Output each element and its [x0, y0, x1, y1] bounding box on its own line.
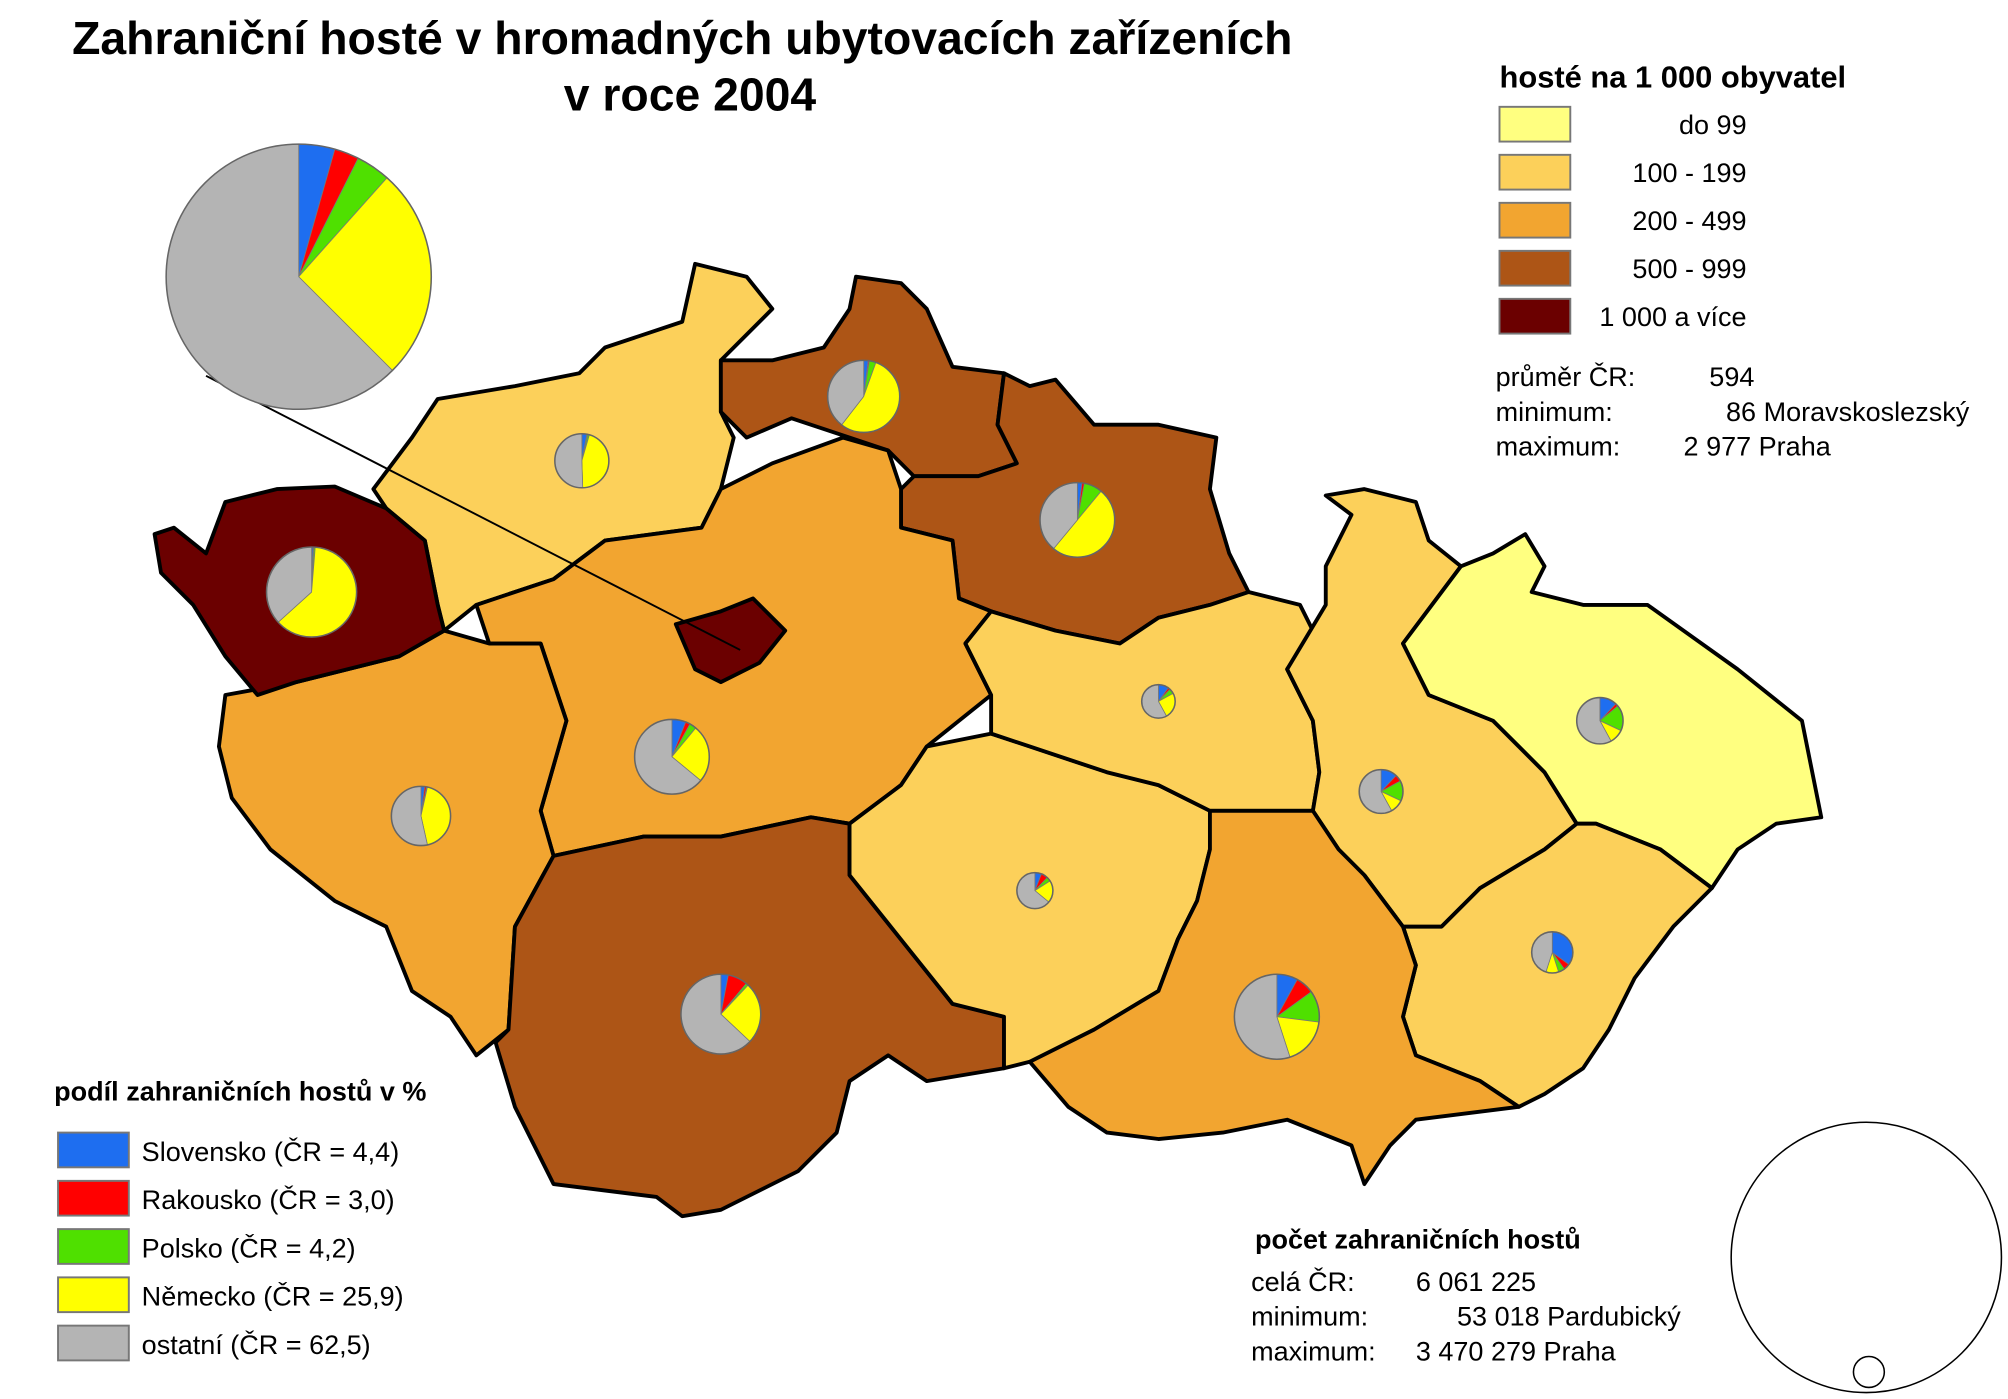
pie-outline — [165, 143, 433, 411]
pie-outline — [1575, 696, 1624, 745]
pie-outline — [826, 359, 901, 434]
legend-label: Slovensko (ČR = 4,4) — [142, 1136, 400, 1167]
legend-label: 100 - 199 — [1632, 158, 1746, 188]
legend-label: 500 - 999 — [1632, 254, 1746, 284]
legend-label: ostatní (ČR = 62,5) — [142, 1329, 371, 1360]
stat-label: celá ČR: — [1251, 1266, 1355, 1297]
size-circle-max — [1730, 1121, 2003, 1394]
pie-jihocesky — [680, 973, 762, 1055]
pie-kralovehradecky — [1039, 481, 1116, 559]
stat-value: 2 977 Praha — [1684, 432, 1832, 462]
legend-label: 1 000 a více — [1599, 302, 1746, 332]
pie-outline — [1358, 768, 1404, 815]
pie-olomoucky — [1358, 768, 1404, 815]
legend-label: 200 - 499 — [1632, 206, 1746, 236]
legend-swatch — [1498, 201, 1572, 239]
map-title-line1: Zahraniční hosté v hromadných ubytovacíc… — [72, 12, 1292, 64]
size-circle-min — [1852, 1355, 1886, 1389]
pie-outline — [1530, 931, 1574, 974]
pie-outline — [1039, 481, 1116, 559]
pie-cr — [165, 143, 433, 411]
legend-swatch — [57, 1179, 130, 1217]
legend-swatch — [57, 1276, 130, 1314]
pie-karlovarsky — [265, 546, 358, 638]
legend-swatch — [57, 1324, 130, 1362]
stat-value: 3 470 279 Praha — [1416, 1336, 1617, 1366]
legend-swatch — [57, 1228, 130, 1265]
map-title-line2: v roce 2004 — [564, 69, 817, 121]
share-legend-title: podíl zahraničních hostů v % — [54, 1076, 426, 1106]
stat-label: průměr ČR: — [1496, 361, 1636, 392]
pie-ustecky — [554, 432, 610, 489]
pie-liberecky — [826, 359, 901, 434]
pies-layer — [165, 143, 1624, 1060]
pie-stredocesky — [633, 718, 711, 795]
pie-outline — [1016, 871, 1054, 910]
pie-outline — [554, 432, 610, 489]
pie-moravskoslezsky — [1575, 696, 1624, 745]
pie-pardubicky — [1140, 683, 1176, 719]
legend-swatch — [1498, 249, 1572, 287]
stat-value: 594 — [1709, 362, 1754, 392]
legend-label: do 99 — [1679, 110, 1747, 140]
stat-value: 86 Moravskoslezský — [1726, 397, 1970, 427]
legend-swatch — [1498, 105, 1572, 143]
stat-label: maximum: — [1496, 432, 1621, 462]
stat-value: 6 061 225 — [1416, 1267, 1536, 1297]
stat-value: 53 018 Pardubický — [1457, 1302, 1681, 1332]
leader-line — [205, 374, 741, 651]
pie-outline — [1233, 973, 1321, 1060]
count-legend: počet zahraničních hostů celá ČR: 6 061 … — [1251, 1121, 2003, 1394]
density-legend: hosté na 1 000 obyvatel do 99 100 - 199 20… — [1496, 60, 1970, 462]
stat-label: minimum: — [1251, 1302, 1368, 1332]
pie-outline — [390, 785, 452, 847]
region-praha[interactable] — [673, 596, 788, 685]
legend-swatch — [1498, 297, 1572, 335]
legend-swatch — [57, 1131, 130, 1169]
pie-outline — [680, 973, 762, 1055]
share-legend: podíl zahraničních hostů v % Slovensko (… — [54, 1076, 426, 1362]
legend-label: Německo (ČR = 25,9) — [142, 1281, 404, 1312]
pie-zlinsky — [1530, 931, 1574, 974]
pie-outline — [633, 718, 711, 795]
density-legend-title: hosté na 1 000 obyvatel — [1500, 60, 1847, 95]
count-legend-title: počet zahraničních hostů — [1255, 1224, 1581, 1254]
pie-jihomoravsky — [1233, 973, 1321, 1060]
pie-vysocina — [1016, 871, 1054, 910]
pie-plzensky — [390, 785, 452, 847]
legend-swatch — [1498, 153, 1572, 191]
legend-label: Rakousko (ČR = 3,0) — [142, 1184, 395, 1215]
pie-outline — [265, 546, 358, 638]
stat-label: minimum: — [1496, 397, 1613, 427]
pie-outline — [1140, 683, 1176, 719]
legend-label: Polsko (ČR = 4,2) — [142, 1232, 356, 1263]
stat-label: maximum: — [1251, 1336, 1376, 1366]
